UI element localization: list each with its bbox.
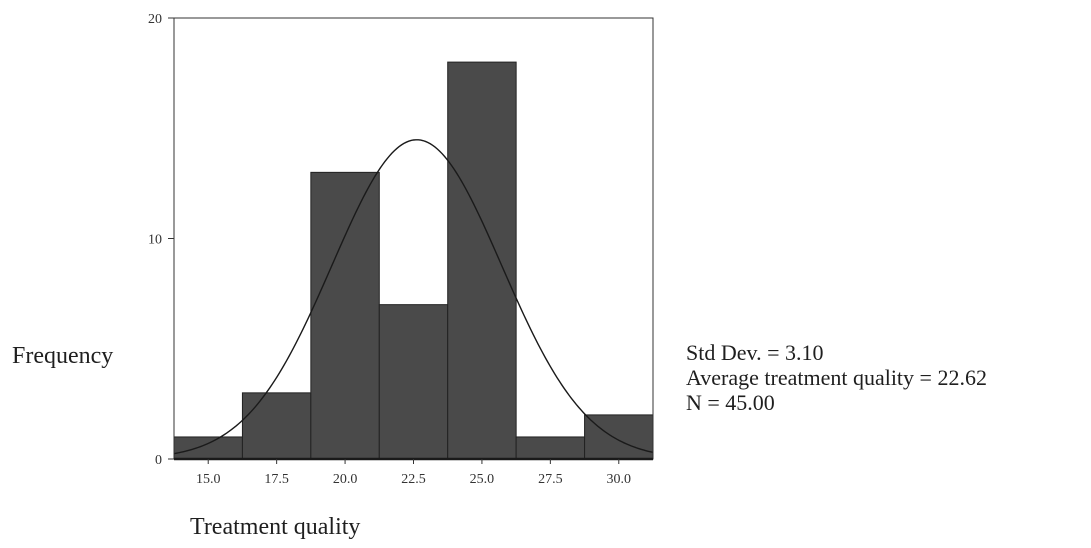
x-tick-label: 30.0 — [607, 472, 632, 487]
y-tick-label: 10 — [148, 233, 162, 248]
histogram-bar — [584, 414, 654, 460]
x-tick-label: 27.5 — [538, 472, 563, 487]
std-dev-stat: Std Dev. = 3.10 — [686, 340, 824, 365]
stats-annotation: Std Dev. = 3.10 Average treatment qualit… — [686, 340, 987, 415]
histogram-bar — [378, 304, 449, 460]
histogram-bar — [447, 61, 517, 460]
x-tick-label: 15.0 — [196, 472, 221, 487]
ticks-layer: 15.0 17.5 20.0 22.5 25.0 27.5 30.0 0 10 20 — [148, 12, 631, 487]
histogram-bar — [173, 436, 243, 460]
normal-curve — [173, 139, 654, 455]
x-tick-label: 25.0 — [470, 472, 495, 487]
curve-layer — [173, 139, 654, 455]
y-tick-label: 0 — [155, 453, 162, 468]
histogram-bar — [310, 171, 380, 460]
histogram-bar — [241, 392, 312, 460]
x-tick-label: 22.5 — [401, 472, 426, 487]
x-axis-title: Treatment quality — [190, 514, 360, 540]
n-stat: N = 45.00 — [686, 390, 775, 415]
x-tick-label: 20.0 — [333, 472, 358, 487]
histogram-bar — [515, 436, 586, 460]
y-axis-title: Frequency — [12, 343, 113, 369]
y-tick-label: 20 — [148, 12, 162, 27]
bars-layer — [173, 61, 654, 460]
x-tick-label: 17.5 — [264, 472, 289, 487]
mean-stat: Average treatment quality = 22.62 — [686, 365, 987, 390]
